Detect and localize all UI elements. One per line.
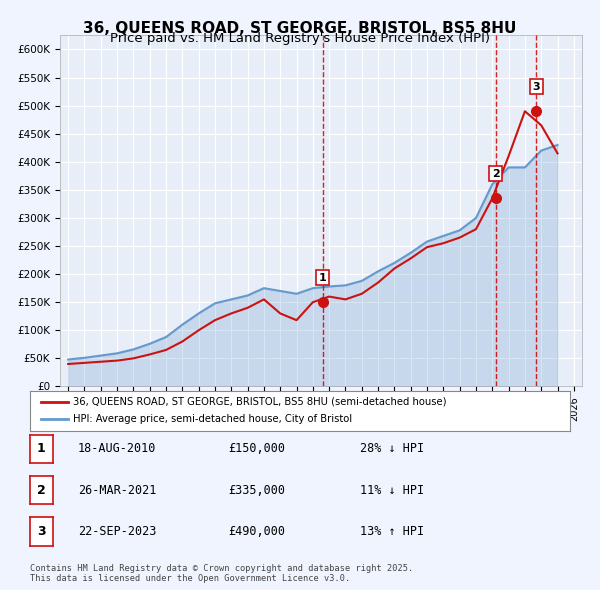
Text: 11% ↓ HPI: 11% ↓ HPI: [360, 484, 424, 497]
Text: 2: 2: [491, 169, 499, 179]
Text: 1: 1: [319, 273, 326, 283]
Text: £150,000: £150,000: [228, 442, 285, 455]
Text: 1: 1: [37, 442, 46, 455]
Text: HPI: Average price, semi-detached house, City of Bristol: HPI: Average price, semi-detached house,…: [73, 414, 352, 424]
Text: £335,000: £335,000: [228, 484, 285, 497]
Text: 3: 3: [37, 525, 46, 538]
Text: 36, QUEENS ROAD, ST GEORGE, BRISTOL, BS5 8HU: 36, QUEENS ROAD, ST GEORGE, BRISTOL, BS5…: [83, 21, 517, 35]
Text: 28% ↓ HPI: 28% ↓ HPI: [360, 442, 424, 455]
Text: 2: 2: [37, 484, 46, 497]
Text: Price paid vs. HM Land Registry's House Price Index (HPI): Price paid vs. HM Land Registry's House …: [110, 32, 490, 45]
Text: 36, QUEENS ROAD, ST GEORGE, BRISTOL, BS5 8HU (semi-detached house): 36, QUEENS ROAD, ST GEORGE, BRISTOL, BS5…: [73, 397, 446, 407]
Text: 22-SEP-2023: 22-SEP-2023: [78, 525, 157, 538]
Text: £490,000: £490,000: [228, 525, 285, 538]
Text: 3: 3: [533, 81, 540, 91]
Text: 26-MAR-2021: 26-MAR-2021: [78, 484, 157, 497]
Text: Contains HM Land Registry data © Crown copyright and database right 2025.
This d: Contains HM Land Registry data © Crown c…: [30, 563, 413, 583]
Text: 18-AUG-2010: 18-AUG-2010: [78, 442, 157, 455]
Text: 13% ↑ HPI: 13% ↑ HPI: [360, 525, 424, 538]
